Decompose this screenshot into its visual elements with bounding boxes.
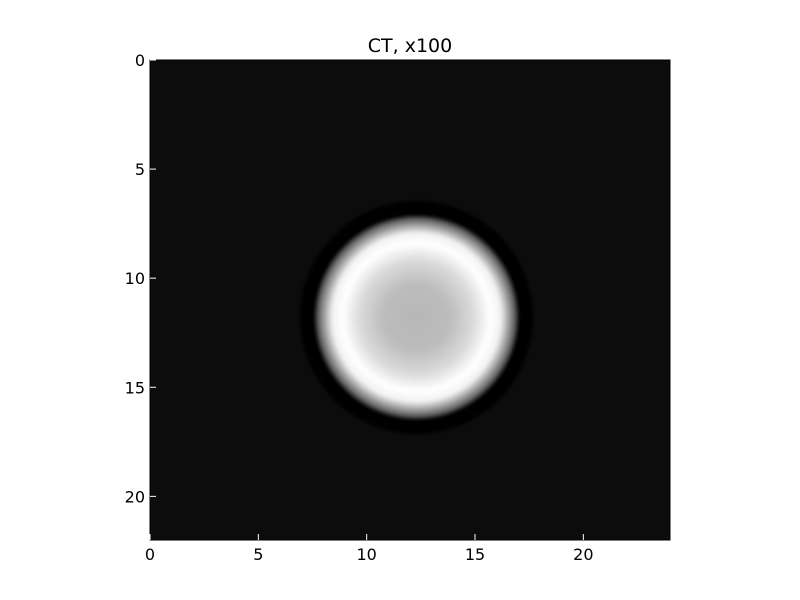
x-tick-label: 15 <box>465 545 485 564</box>
y-axis: 0 5 10 15 20 <box>125 51 156 506</box>
y-tick-label: 5 <box>135 160 145 179</box>
x-axis: 0 5 10 15 20 <box>145 534 594 564</box>
plot-area <box>149 59 671 541</box>
x-tick-label: 10 <box>356 545 376 564</box>
y-tick-label: 15 <box>125 378 145 397</box>
ring-feature <box>314 214 519 420</box>
y-tick-label: 10 <box>125 269 145 288</box>
y-tick-label: 0 <box>135 51 145 70</box>
y-tick-label: 20 <box>125 487 145 506</box>
plot-frame <box>149 59 671 541</box>
x-tick-label: 20 <box>573 545 593 564</box>
chart-title: CT, x100 <box>368 35 452 57</box>
x-tick-label: 5 <box>253 545 263 564</box>
x-tick-label: 0 <box>145 545 155 564</box>
